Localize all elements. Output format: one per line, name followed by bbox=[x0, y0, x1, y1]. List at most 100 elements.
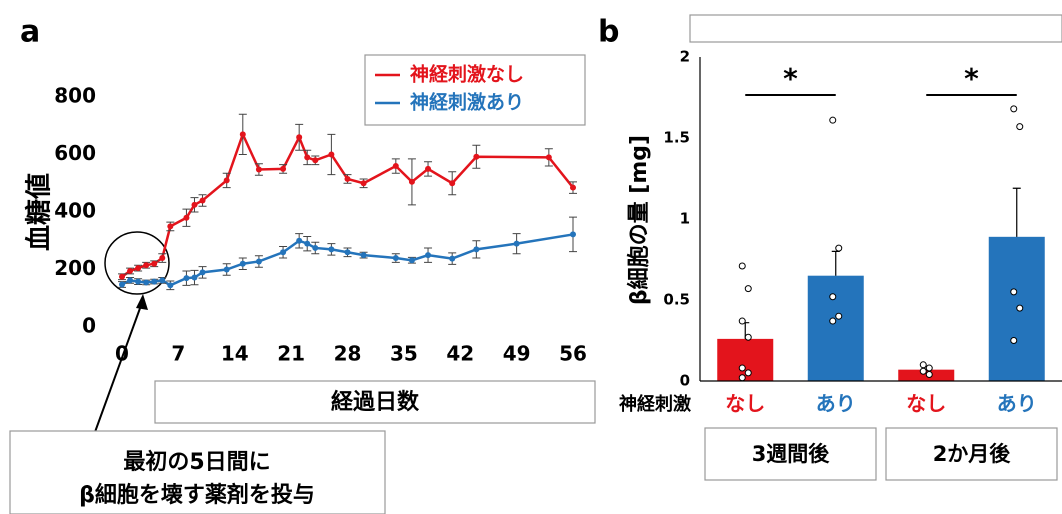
point bbox=[360, 180, 367, 187]
arrow-head bbox=[136, 294, 148, 310]
point bbox=[127, 277, 134, 284]
x-tick-label: 56 bbox=[559, 342, 587, 366]
y-tick-label: 800 bbox=[54, 84, 96, 108]
point bbox=[296, 134, 303, 141]
arrow bbox=[94, 299, 144, 433]
point bbox=[392, 163, 399, 169]
data-point bbox=[829, 293, 837, 301]
point bbox=[167, 223, 174, 230]
point bbox=[191, 274, 198, 281]
point bbox=[151, 278, 158, 285]
data-point bbox=[925, 371, 933, 379]
error-bar bbox=[1012, 187, 1021, 237]
point bbox=[223, 177, 230, 184]
point bbox=[280, 165, 287, 172]
data-point bbox=[835, 312, 843, 320]
error-bar bbox=[831, 250, 840, 276]
x-tick-label: 49 bbox=[503, 342, 531, 366]
highlight-ellipse bbox=[104, 231, 170, 295]
data-point bbox=[829, 317, 837, 325]
data-point bbox=[1016, 304, 1024, 312]
significance-star: * bbox=[964, 62, 979, 95]
legend-label: 神経刺激なし bbox=[410, 63, 524, 86]
x-tick-label: なし bbox=[725, 392, 765, 416]
y-tick-label: 0 bbox=[680, 372, 690, 390]
point bbox=[296, 237, 303, 244]
point bbox=[135, 278, 142, 285]
point bbox=[545, 154, 552, 161]
point bbox=[280, 249, 287, 256]
point bbox=[223, 266, 230, 273]
y-axis-label: β細胞の量 [mg] bbox=[626, 135, 652, 305]
annotation-box bbox=[9, 430, 386, 514]
point bbox=[344, 175, 351, 182]
data-point bbox=[1010, 105, 1018, 113]
x-label-box bbox=[154, 380, 596, 424]
x-tick-label: 0 bbox=[115, 342, 129, 366]
point bbox=[360, 252, 367, 259]
data-point bbox=[1010, 288, 1018, 296]
point bbox=[183, 214, 190, 221]
data-point bbox=[738, 317, 746, 325]
point bbox=[425, 252, 432, 259]
legend-box bbox=[364, 54, 586, 126]
point bbox=[143, 262, 150, 269]
point bbox=[408, 178, 415, 185]
row-label: 神経刺激 bbox=[619, 393, 691, 415]
panel-label: a bbox=[20, 15, 40, 50]
point bbox=[344, 249, 351, 256]
annotation: β細胞を壊す薬剤を投与 bbox=[79, 482, 315, 508]
significance-star: * bbox=[783, 62, 798, 95]
point bbox=[239, 131, 246, 138]
point bbox=[449, 180, 456, 187]
point bbox=[119, 273, 125, 280]
point bbox=[255, 258, 262, 265]
data-point bbox=[744, 333, 752, 341]
y-tick-label: 400 bbox=[54, 199, 96, 223]
point bbox=[127, 267, 134, 274]
point bbox=[255, 166, 262, 173]
point bbox=[473, 246, 480, 253]
group-label: 2か月後 bbox=[933, 442, 1012, 466]
x-axis-label: 経過日数 bbox=[331, 389, 420, 415]
group-label: 3週間後 bbox=[752, 442, 831, 466]
point bbox=[159, 277, 166, 284]
point bbox=[151, 260, 158, 267]
point bbox=[239, 260, 246, 267]
data-point bbox=[919, 367, 927, 375]
data-point bbox=[744, 285, 752, 293]
point bbox=[159, 255, 166, 261]
panel-label: b bbox=[598, 15, 619, 50]
x-tick-label: 7 bbox=[171, 342, 185, 366]
point bbox=[191, 201, 198, 208]
point bbox=[449, 255, 456, 262]
data-point bbox=[835, 244, 843, 252]
y-tick-label: 200 bbox=[54, 256, 96, 280]
point bbox=[183, 275, 190, 282]
x-tick-label: あり bbox=[816, 392, 856, 416]
data-point bbox=[744, 369, 752, 377]
point bbox=[304, 240, 311, 247]
y-tick-label: 0 bbox=[82, 314, 96, 338]
x-tick-label: あり bbox=[997, 392, 1037, 416]
y-tick-label: 0.5 bbox=[663, 291, 690, 309]
x-tick-label: 14 bbox=[221, 342, 249, 366]
data-point bbox=[925, 364, 933, 372]
group-box bbox=[704, 427, 877, 481]
blank-box bbox=[689, 14, 1062, 43]
point bbox=[312, 157, 319, 164]
point bbox=[570, 231, 576, 238]
group-box bbox=[885, 427, 1058, 481]
point bbox=[167, 282, 174, 289]
data-point bbox=[738, 374, 746, 382]
y-tick-label: 600 bbox=[54, 141, 96, 165]
y-axis-label: 血糖値 bbox=[24, 173, 55, 251]
point bbox=[425, 165, 432, 172]
x-tick-label: 21 bbox=[277, 342, 305, 366]
data-point bbox=[738, 262, 746, 270]
point bbox=[513, 240, 520, 247]
data-point bbox=[1010, 337, 1018, 344]
series-line bbox=[121, 233, 574, 287]
point bbox=[199, 197, 206, 204]
